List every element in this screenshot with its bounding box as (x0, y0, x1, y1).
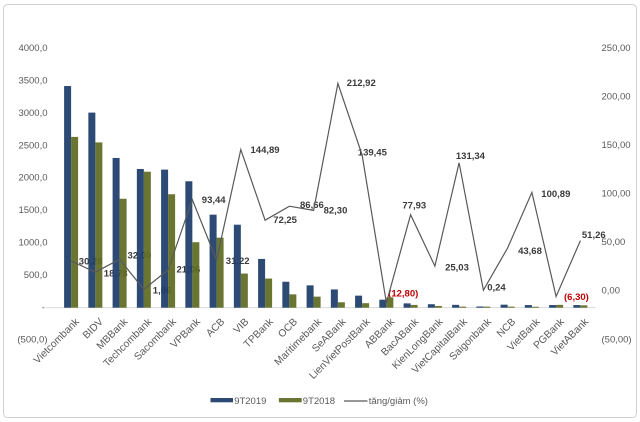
svg-text:(12,80): (12,80) (388, 288, 418, 299)
svg-text:(6,30): (6,30) (564, 292, 589, 303)
svg-text:3000,0: 3000,0 (18, 108, 47, 119)
svg-text:0,24: 0,24 (487, 283, 506, 294)
svg-text:150,00: 150,00 (602, 140, 631, 151)
svg-text:9T2018: 9T2018 (303, 396, 335, 407)
svg-text:86,66: 86,66 (300, 200, 324, 211)
svg-text:43,68: 43,68 (518, 246, 542, 257)
svg-text:51,26: 51,26 (582, 230, 606, 241)
svg-text:139,45: 139,45 (358, 148, 388, 159)
svg-text:93,44: 93,44 (202, 195, 226, 206)
svg-text:(50,00): (50,00) (602, 334, 632, 345)
svg-text:131,34: 131,34 (456, 151, 486, 162)
svg-text:200,00: 200,00 (602, 91, 631, 102)
svg-text:9T2019: 9T2019 (234, 396, 266, 407)
svg-text:100,89: 100,89 (541, 189, 570, 200)
svg-text:1000,0: 1000,0 (18, 238, 47, 249)
svg-text:144,89: 144,89 (251, 145, 280, 156)
svg-text:212,92: 212,92 (347, 78, 376, 89)
svg-text:0,00: 0,00 (602, 286, 621, 297)
svg-text:4000,0: 4000,0 (18, 43, 47, 54)
svg-text:(500,0): (500,0) (17, 335, 47, 346)
svg-text:500,0: 500,0 (24, 270, 48, 281)
svg-text:77,93: 77,93 (402, 201, 426, 212)
svg-text:72,25: 72,25 (273, 215, 297, 226)
svg-text:2500,0: 2500,0 (18, 140, 47, 151)
svg-text:100,00: 100,00 (602, 189, 631, 200)
svg-text:82,30: 82,30 (324, 205, 348, 216)
svg-text:2000,0: 2000,0 (18, 173, 47, 184)
svg-text:3500,0: 3500,0 (18, 76, 47, 87)
svg-text:250,00: 250,00 (602, 43, 631, 54)
svg-text:25,03: 25,03 (445, 262, 469, 273)
svg-text:50,00: 50,00 (602, 237, 626, 248)
svg-text:tăng/giảm (%): tăng/giảm (%) (369, 396, 428, 407)
svg-text:-: - (42, 302, 45, 313)
svg-text:1500,0: 1500,0 (18, 205, 47, 216)
